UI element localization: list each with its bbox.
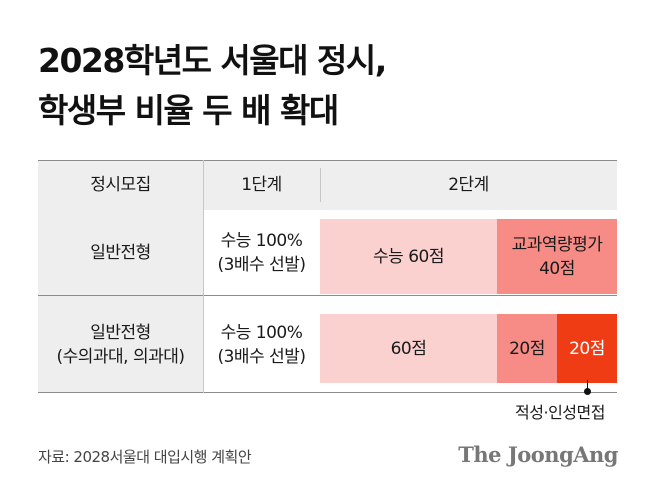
- column-divider-2: [320, 168, 321, 202]
- header-category: 정시모집: [90, 175, 151, 195]
- row-2-suneung-60: 60점: [320, 314, 497, 383]
- title-line-2: 학생부 비율 두 배 확대: [38, 91, 339, 130]
- column-divider-1: [203, 160, 204, 393]
- header-stage-1: 1단계: [241, 175, 282, 195]
- source-note: 자료: 2028서울대 대입시행 계획안: [38, 448, 252, 466]
- row-1-suneung-60: 수능 60점: [320, 219, 497, 294]
- row-2-category: 일반전형 (수의과대, 의과대): [38, 296, 203, 393]
- row-1-curriculum-40: 교과역량평가 40점: [497, 219, 617, 294]
- title-line-1: 2028학년도 서울대 정시,: [38, 41, 387, 80]
- table-bottom-rule: [38, 392, 617, 393]
- annotation-pointer-dot: [584, 388, 591, 395]
- row-1-category: 일반전형: [38, 210, 203, 295]
- annotation-pointer-line: [587, 380, 588, 390]
- interview-annotation: 적성·인성면접: [515, 403, 605, 422]
- table-top-rule: [38, 160, 617, 161]
- header-band: [38, 160, 617, 210]
- row-2-stage-1: 수능 100% (3배수 선발): [217, 322, 306, 367]
- publisher-logo: The JoongAng: [458, 442, 618, 467]
- page-title: 2028학년도 서울대 정시, 학생부 비율 두 배 확대: [38, 36, 638, 136]
- row-2-curriculum-20: 20점: [497, 314, 557, 383]
- row-1-stage-1: 수능 100% (3배수 선발): [217, 230, 306, 275]
- row-divider: [38, 295, 617, 296]
- header-stage-2: 2단계: [448, 175, 489, 195]
- admission-table: 정시모집 1단계 2단계 일반전형 수능 100% (3배수 선발) 수능 60…: [38, 160, 617, 393]
- row-2-interview-20: 20점: [557, 314, 617, 383]
